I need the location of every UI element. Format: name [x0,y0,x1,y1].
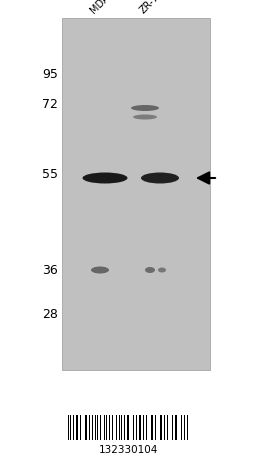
Bar [112,415,113,440]
Bar [155,415,156,440]
Bar [172,415,173,440]
Bar [143,415,144,440]
Bar [80,415,81,440]
Ellipse shape [158,268,166,273]
Bar [152,415,153,440]
Bar [140,415,141,440]
Bar [121,415,122,440]
Bar [187,415,188,440]
Bar [176,415,177,440]
Bar [62,18,210,370]
Bar [164,415,165,440]
Ellipse shape [131,105,159,111]
Bar [84,415,86,440]
Bar [146,415,147,440]
Bar [100,415,101,440]
Bar [135,415,137,440]
Text: MDA-MB453: MDA-MB453 [88,0,137,15]
Bar [180,415,182,440]
Bar [128,415,129,440]
Bar [126,415,128,440]
Bar [89,415,90,440]
Ellipse shape [91,267,109,274]
Bar [104,415,105,440]
Bar [119,415,120,440]
Text: 28: 28 [42,309,58,322]
Bar [161,415,162,440]
Ellipse shape [133,114,157,120]
Bar [69,415,71,440]
Bar [95,415,96,440]
Text: 55: 55 [42,169,58,181]
Ellipse shape [145,267,155,273]
Bar [86,415,87,440]
Bar [72,415,74,440]
Bar [175,415,176,440]
Bar [68,415,69,440]
Bar [116,415,117,440]
Bar [184,415,185,440]
Ellipse shape [82,172,127,184]
Bar [151,415,152,440]
Ellipse shape [141,172,179,184]
Bar [77,415,78,440]
Text: 95: 95 [42,68,58,81]
Text: ZR-75-1: ZR-75-1 [138,0,172,15]
Text: 36: 36 [42,263,58,276]
Bar [109,415,110,440]
Bar [97,415,98,440]
Bar [138,415,140,440]
Text: 132330104: 132330104 [98,445,158,455]
Bar [92,415,93,440]
Bar [159,415,161,440]
Bar [76,415,77,440]
Bar [167,415,168,440]
Bar [133,415,134,440]
Bar [105,415,107,440]
Text: 72: 72 [42,98,58,112]
Bar [123,415,125,440]
